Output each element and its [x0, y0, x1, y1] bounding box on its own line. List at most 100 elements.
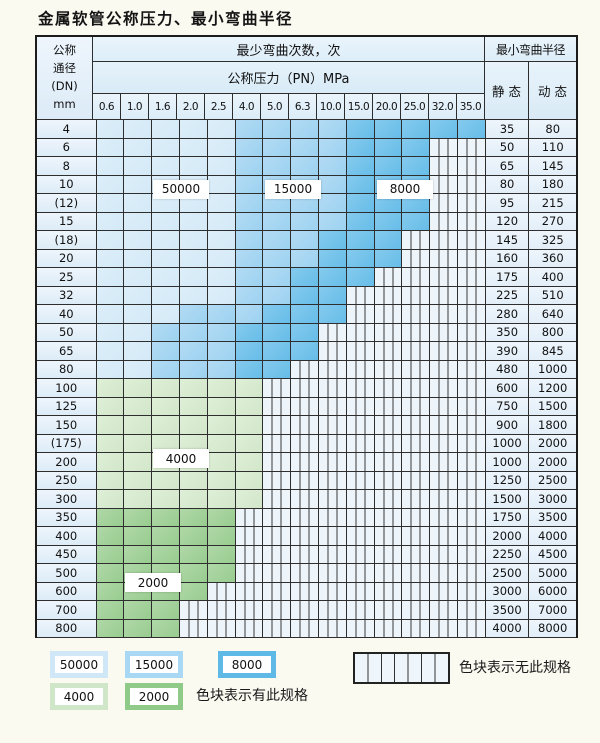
no-spec-cell — [374, 434, 403, 453]
no-spec-cell — [346, 323, 375, 342]
spec-cell — [96, 619, 125, 638]
spec-cell — [457, 120, 486, 139]
spec-cell — [207, 379, 236, 398]
no-spec-cell — [318, 582, 347, 601]
static-radius-cell: 750 — [485, 397, 530, 416]
dynamic-radius-cell: 80 — [529, 120, 577, 139]
no-spec-cell — [291, 619, 319, 638]
spec-cell — [235, 268, 264, 287]
table-row: 80 480 1000 — [37, 360, 577, 379]
spec-cell — [402, 157, 431, 176]
no-spec-cell — [374, 416, 403, 435]
spec-cell — [235, 490, 264, 509]
table-row: 6 50 110 — [37, 138, 577, 157]
spec-cell — [374, 231, 403, 250]
no-spec-cell — [430, 601, 458, 620]
spec-cell — [402, 138, 431, 157]
table-row: 800 4000 8000 — [37, 619, 577, 638]
no-spec-cell — [374, 268, 403, 287]
legend-swatch-15000: 15000 — [125, 651, 183, 678]
no-spec-cell — [263, 379, 292, 398]
no-spec-cell — [430, 619, 458, 638]
spec-cell — [207, 453, 236, 472]
no-spec-cell — [430, 416, 458, 435]
spec-cell — [179, 305, 208, 324]
table-row: 25 175 400 — [37, 268, 577, 287]
spec-cell — [124, 545, 153, 564]
no-spec-cell — [430, 268, 458, 287]
no-spec-cell — [402, 453, 431, 472]
static-radius-cell: 350 — [485, 323, 530, 342]
no-spec-cell — [430, 360, 458, 379]
no-spec-cell — [318, 471, 347, 490]
no-spec-cell — [430, 231, 458, 250]
dynamic-radius-cell: 2000 — [529, 453, 577, 472]
no-spec-cell — [291, 490, 319, 509]
no-spec-cell — [457, 175, 486, 194]
no-spec-cell — [402, 490, 431, 509]
no-spec-cell — [457, 508, 486, 527]
spec-cell — [235, 212, 264, 231]
spec-cell — [152, 379, 180, 398]
dynamic-radius-cell: 5000 — [529, 564, 577, 583]
spec-cell — [263, 342, 292, 361]
spec-cell — [291, 249, 319, 268]
spec-cell — [263, 305, 292, 324]
no-spec-cell — [402, 286, 431, 305]
spec-cell — [263, 212, 292, 231]
no-spec-cell — [402, 360, 431, 379]
table-row: 65 390 845 — [37, 342, 577, 361]
dynamic-radius-cell: 2000 — [529, 434, 577, 453]
no-spec-cell — [457, 138, 486, 157]
spec-cell — [96, 138, 125, 157]
spec-cell — [96, 564, 125, 583]
no-spec-cell — [402, 416, 431, 435]
no-spec-cell — [318, 527, 347, 546]
spec-cell — [96, 342, 125, 361]
dn-header-line: 通径 — [53, 61, 76, 76]
legend-swatch-4000: 4000 — [50, 683, 108, 710]
spec-cell — [96, 305, 125, 324]
dn-cell: 200 — [37, 453, 97, 472]
no-spec-cell — [263, 490, 292, 509]
static-radius-cell: 1250 — [485, 471, 530, 490]
no-spec-cell — [263, 434, 292, 453]
pressure-col-header: 4.0 — [233, 94, 261, 120]
no-spec-cell — [318, 564, 347, 583]
no-spec-cell — [430, 564, 458, 583]
static-dynamic-header-row: 静 态 动 态 — [485, 62, 576, 120]
no-spec-cell — [263, 397, 292, 416]
no-spec-cell — [318, 601, 347, 620]
zone-label: 8000 — [377, 179, 433, 199]
dn-cell: 20 — [37, 249, 97, 268]
has-spec-label: 色块表示有此规格 — [196, 688, 308, 704]
no-spec-cell — [263, 453, 292, 472]
no-spec-cell — [291, 582, 319, 601]
spec-cell — [96, 194, 125, 213]
min-radius-header: 最小弯曲半径 — [485, 37, 576, 62]
no-spec-cell — [457, 286, 486, 305]
no-spec-cell — [402, 582, 431, 601]
dynamic-radius-cell: 7000 — [529, 601, 577, 620]
dn-cell: 600 — [37, 582, 97, 601]
no-spec-cell — [235, 564, 264, 583]
pressure-col-header: 25.0 — [401, 94, 429, 120]
no-spec-cell — [430, 453, 458, 472]
spec-cell — [124, 342, 153, 361]
zone-label: 15000 — [265, 179, 321, 199]
spec-cell — [207, 490, 236, 509]
no-spec-cell — [263, 527, 292, 546]
no-spec-cell — [235, 582, 264, 601]
no-spec-cell — [346, 342, 375, 361]
spec-cell — [291, 157, 319, 176]
no-spec-cell — [402, 471, 431, 490]
no-spec-cell — [374, 305, 403, 324]
bend-cycles-header: 最少弯曲次数，次 — [93, 37, 485, 62]
no-spec-cell — [346, 490, 375, 509]
spec-cell — [152, 268, 180, 287]
dynamic-radius-cell: 4500 — [529, 545, 577, 564]
no-spec-cell — [318, 379, 347, 398]
no-spec-cell — [291, 545, 319, 564]
spec-cell — [152, 397, 180, 416]
no-spec-cell — [346, 471, 375, 490]
